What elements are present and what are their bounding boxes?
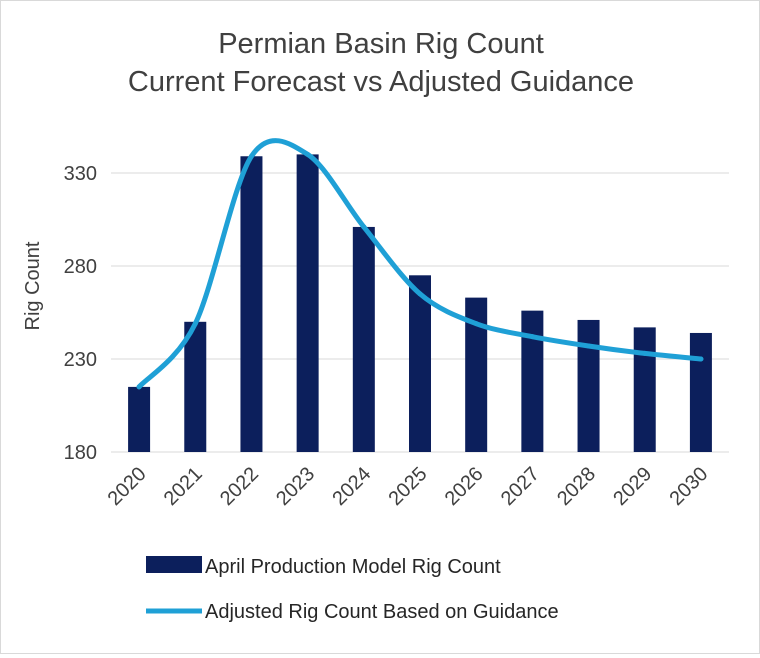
bar-2025	[409, 275, 431, 452]
bar-2026	[465, 297, 488, 452]
legend-label-bar: April Production Model Rig Count	[205, 556, 501, 578]
bar-2027	[521, 310, 544, 452]
line-point-2029	[642, 350, 648, 356]
bar-2029	[633, 327, 656, 452]
legend: April Production Model Rig Count Adjuste…	[146, 556, 559, 623]
line-point-2030	[698, 356, 704, 362]
line-point-2022	[248, 153, 254, 159]
x-tick-label: 2030	[665, 463, 712, 510]
y-tick-label: 330	[64, 163, 97, 185]
bar-2023	[296, 154, 319, 452]
x-tick-label: 2020	[104, 463, 151, 510]
line-point-2021	[192, 321, 198, 327]
line-point-2024	[361, 224, 367, 230]
bar-2024	[352, 226, 375, 452]
x-tick-label: 2027	[497, 463, 544, 510]
y-axis-title: Rig Count	[22, 241, 44, 330]
line-point-2028	[586, 343, 592, 349]
bar-2021	[184, 321, 207, 452]
y-tick-labels: 180 230 280 330	[64, 163, 97, 464]
line-point-2027	[529, 334, 535, 340]
x-tick-label: 2028	[553, 463, 600, 510]
y-tick-label: 230	[64, 349, 97, 371]
x-tick-label: 2022	[216, 463, 263, 510]
bar-2030	[689, 332, 712, 452]
line-point-2023	[305, 151, 311, 157]
x-tick-label: 2023	[272, 463, 319, 510]
chart-title-line-1: Permian Basin Rig Count	[218, 28, 544, 60]
chart-title: Permian Basin Rig Count Current Forecast…	[128, 28, 634, 98]
bar-2028	[577, 319, 600, 452]
legend-swatch-bar	[146, 556, 202, 573]
x-tick-label: 2024	[328, 463, 375, 510]
bar-series	[128, 154, 712, 452]
line-point-2025	[417, 291, 423, 297]
y-tick-label: 180	[64, 442, 97, 464]
x-tick-label: 2026	[441, 463, 488, 510]
line-point-2020	[136, 384, 142, 390]
line-series	[136, 138, 704, 390]
x-tick-label: 2029	[609, 463, 656, 510]
y-tick-label: 280	[64, 256, 97, 278]
x-tick-label: 2025	[385, 463, 432, 510]
chart-title-line-2: Current Forecast vs Adjusted Guidance	[128, 66, 634, 98]
legend-label-line: Adjusted Rig Count Based on Guidance	[205, 601, 559, 623]
line-point-2026	[473, 321, 479, 327]
x-tick-labels: 2020 2021 2022 2023 2024 2025 2026 2027 2028 2029…	[104, 463, 713, 510]
bar-2020	[128, 386, 151, 452]
bar-2022	[240, 156, 263, 452]
x-tick-label: 2021	[160, 463, 207, 510]
